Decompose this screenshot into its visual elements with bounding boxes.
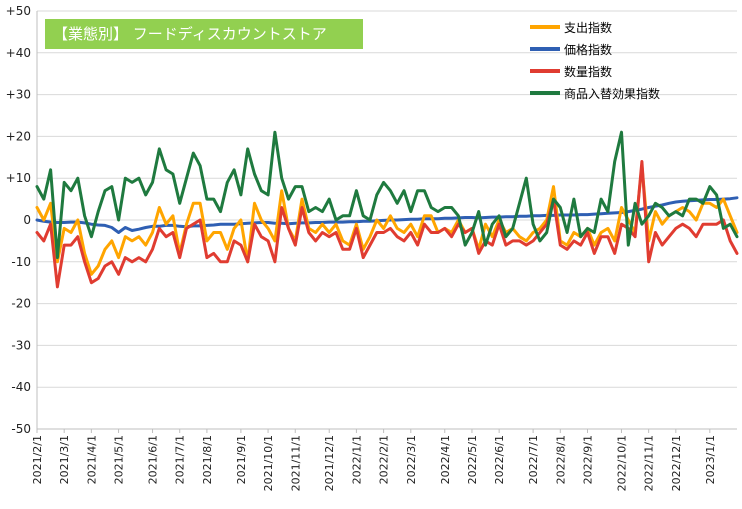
legend-item-expenditure: 支出指数 (530, 16, 660, 38)
series-line-2 (35, 160, 739, 289)
x-tick-label: 2023/1/1 (704, 435, 717, 484)
x-tick-label: 2022/8/1 (554, 435, 567, 484)
x-tick-label: 2021/9/1 (235, 435, 248, 484)
legend-label-expenditure: 支出指数 (564, 20, 613, 35)
legend: 支出指数 価格指数 数量指数 商品入替効果指数 (530, 16, 660, 104)
y-tick-label: -20 (11, 297, 31, 311)
y-tick-label: +40 (6, 46, 31, 60)
y-tick-label: -50 (11, 422, 31, 436)
legend-item-price: 価格指数 (530, 38, 660, 60)
y-tick-labels: +50 +40 +30 +20 +10 0 -10 -20 -30 -40 -50 (6, 4, 31, 436)
legend-label-quantity: 数量指数 (564, 64, 613, 79)
x-tick-label: 2021/2/1 (31, 435, 44, 484)
legend-item-quantity: 数量指数 (530, 60, 660, 82)
y-tick-label: +10 (6, 171, 31, 185)
x-tick-label: 2022/6/1 (493, 435, 506, 484)
x-tick-label: 2022/4/1 (439, 435, 452, 484)
x-tick-label: 2021/11/1 (289, 435, 302, 491)
legend-swatch-quantity (530, 69, 560, 73)
y-tick-label: -30 (11, 338, 31, 352)
x-tick-label: 2022/1/1 (350, 435, 363, 484)
series-line-0 (35, 164, 739, 276)
x-tick-label: 2022/11/1 (643, 435, 656, 491)
x-tick-label: 2021/3/1 (58, 435, 71, 484)
x-tick-label: 2021/8/1 (201, 435, 214, 484)
x-tick-label: 2022/12/1 (670, 435, 683, 491)
series-lines (35, 130, 739, 289)
legend-swatch-product-replacement (530, 91, 560, 95)
legend-item-product-replacement: 商品入替効果指数 (530, 82, 660, 104)
x-tick-label: 2021/12/1 (323, 435, 336, 491)
x-tick-label: 2022/7/1 (527, 435, 540, 484)
chart-title: 【業態別】 フードディスカウントストア (45, 19, 363, 49)
series-line-3 (35, 130, 739, 260)
x-tick-label: 2021/5/1 (113, 435, 126, 484)
y-tick-label: +20 (6, 129, 31, 143)
x-tick-label: 2022/9/1 (581, 435, 594, 484)
x-tick-label: 2021/7/1 (174, 435, 187, 484)
legend-label-price: 価格指数 (564, 42, 613, 57)
x-tick-label: 2022/5/1 (466, 435, 479, 484)
y-tick-label: -10 (11, 255, 31, 269)
x-tick-label: 2021/4/1 (85, 435, 98, 484)
y-tick-label: +50 (6, 4, 31, 18)
y-tick-label: +30 (6, 88, 31, 102)
y-tick-label: 0 (23, 213, 31, 227)
x-tick-label: 2021/6/1 (147, 435, 160, 484)
legend-swatch-expenditure (530, 25, 560, 29)
x-tick-label: 2021/10/1 (262, 435, 275, 491)
x-tick-labels: 2021/2/1 2021/3/1 2021/4/1 2021/5/1 2021/6/1… (31, 435, 717, 491)
x-tick-label: 2022/2/1 (378, 435, 391, 484)
y-tick-label: -40 (11, 380, 31, 394)
legend-label-product-replacement: 商品入替効果指数 (564, 86, 661, 101)
x-tick-label: 2022/3/1 (405, 435, 418, 484)
legend-swatch-price (530, 47, 560, 51)
x-tick-label: 2022/10/1 (615, 435, 628, 491)
